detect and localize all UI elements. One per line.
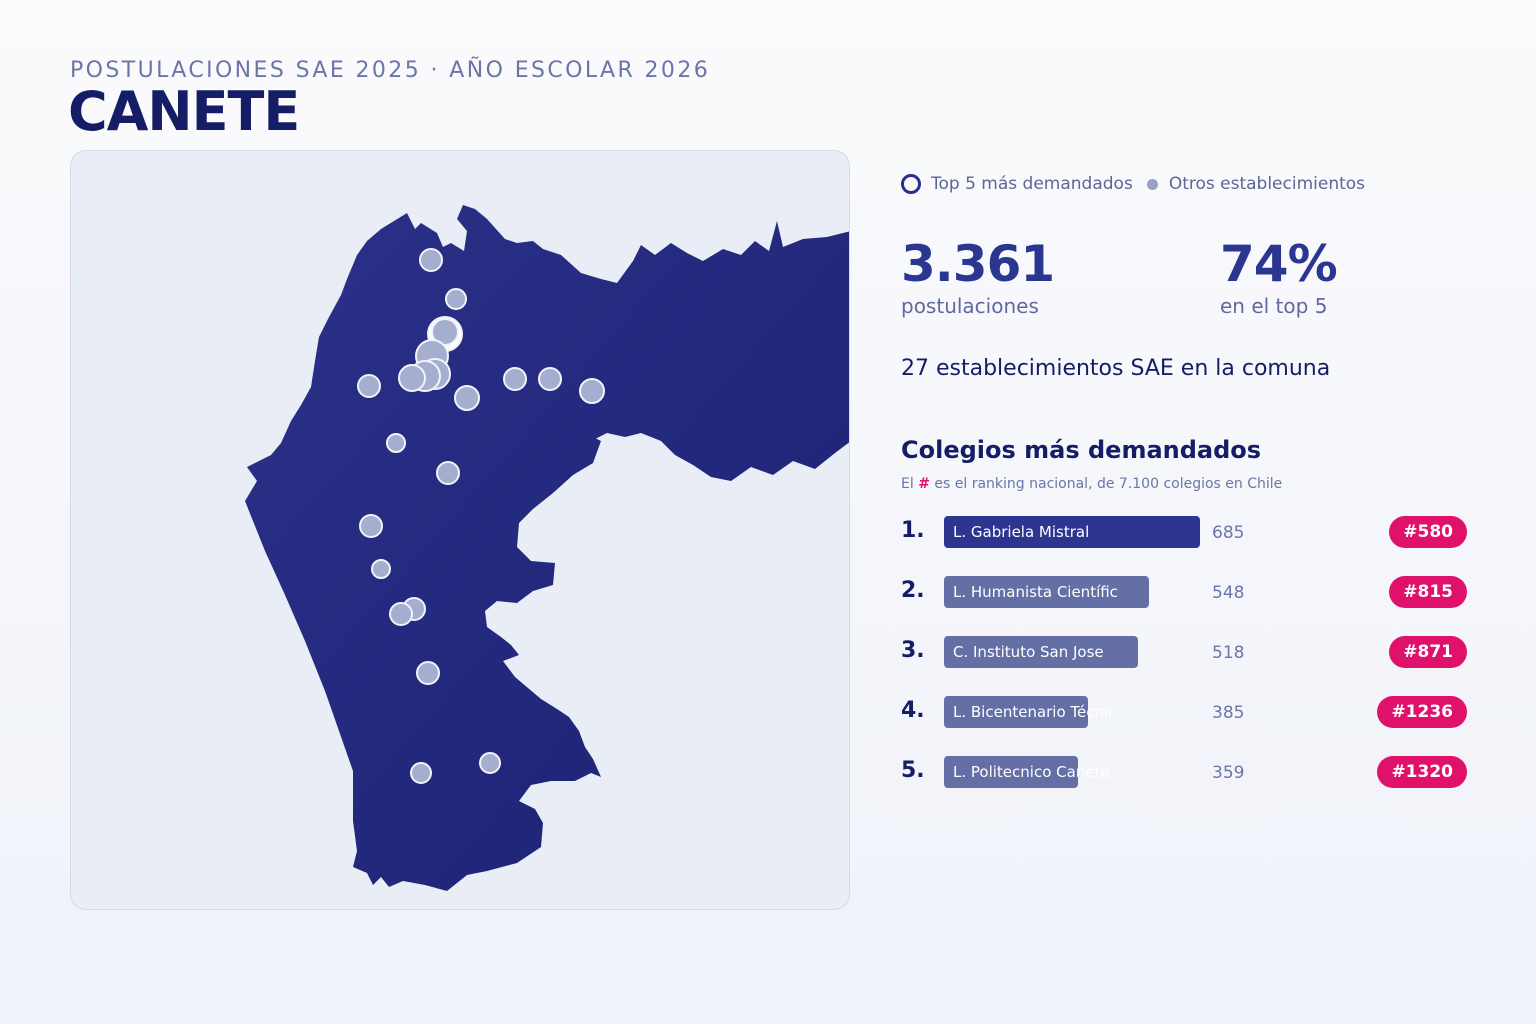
applications-stat: 3.361 postulaciones — [901, 235, 1055, 318]
school-marker[interactable] — [371, 559, 391, 579]
demand-bar: L. Politecnico Canete — [944, 756, 1110, 788]
application-count: 385 — [1212, 703, 1245, 723]
demand-bar: C. Instituto San Jose — [944, 636, 1138, 668]
school-marker[interactable] — [479, 752, 501, 774]
top5-share-value: 74% — [1220, 235, 1338, 293]
ranking-note-hash: # — [918, 476, 930, 492]
application-count: 359 — [1212, 763, 1245, 783]
ranking-row[interactable]: 3. C. Instituto San Jose 518 #871 — [901, 636, 1467, 670]
ranking-title: Colegios más demandados — [901, 436, 1262, 464]
top5-share-stat: 74% en el top 5 — [1220, 235, 1338, 318]
other-dot-icon — [1146, 178, 1158, 190]
commune-map — [245, 205, 849, 891]
school-marker[interactable] — [445, 288, 467, 310]
rank-number: 4. — [901, 698, 925, 723]
school-marker[interactable] — [431, 318, 459, 346]
ranking-note: El # es el ranking nacional, de 7.100 co… — [901, 476, 1282, 492]
application-count: 518 — [1212, 643, 1245, 663]
school-marker[interactable] — [410, 762, 432, 784]
top5-share-label: en el top 5 — [1220, 294, 1328, 318]
national-rank-badge: #815 — [1389, 576, 1467, 608]
ranking-row[interactable]: 5. L. Politecnico Canete 359 #1320 — [901, 756, 1467, 790]
legend-others-label: Otros establecimientos — [1168, 174, 1366, 194]
rank-number: 1. — [901, 518, 925, 543]
top5-ring-icon — [901, 174, 921, 194]
ranking-row[interactable]: 1. L. Gabriela Mistral 685 #580 — [901, 516, 1467, 550]
school-marker[interactable] — [454, 385, 480, 411]
school-marker[interactable] — [359, 514, 383, 538]
applications-label: postulaciones — [901, 294, 1039, 318]
map-legend: Top 5 más demandados Otros establecimien… — [901, 174, 1365, 194]
commune-title: CANETE — [68, 80, 300, 143]
school-marker[interactable] — [416, 661, 440, 685]
school-markers — [357, 248, 605, 784]
national-rank-badge: #1320 — [1377, 756, 1467, 788]
rank-number: 2. — [901, 578, 925, 603]
rank-number: 5. — [901, 758, 925, 783]
legend-top5-label: Top 5 más demandados — [931, 174, 1133, 194]
school-marker[interactable] — [389, 602, 413, 626]
demand-bar: L. Humanista Científic — [944, 576, 1149, 608]
school-name: L. Humanista Científic — [953, 583, 1118, 601]
application-count: 685 — [1212, 523, 1245, 543]
school-name: L. Gabriela Mistral — [953, 523, 1090, 541]
national-rank-badge: #580 — [1389, 516, 1467, 548]
application-count: 548 — [1212, 583, 1245, 603]
applications-value: 3.361 — [901, 235, 1055, 293]
ranking-note-suffix: es el ranking nacional, de 7.100 colegio… — [934, 476, 1283, 492]
school-name: C. Instituto San Jose — [953, 643, 1104, 661]
school-marker[interactable] — [579, 378, 605, 404]
school-marker[interactable] — [538, 367, 562, 391]
school-marker[interactable] — [386, 433, 406, 453]
school-marker[interactable] — [436, 461, 460, 485]
ranking-note-prefix: El — [901, 476, 914, 492]
national-rank-badge: #1236 — [1377, 696, 1467, 728]
school-name: L. Politecnico Canete — [953, 763, 1110, 781]
dashboard-subtitle: POSTULACIONES SAE 2025 · AÑO ESCOLAR 202… — [70, 58, 711, 83]
school-marker[interactable] — [398, 364, 426, 392]
map-panel — [70, 150, 850, 910]
rank-number: 3. — [901, 638, 925, 663]
national-rank-badge: #871 — [1389, 636, 1467, 668]
demand-bar: L. Bicentenario Técnic — [944, 696, 1116, 728]
ranking-row[interactable]: 4. L. Bicentenario Técnic 385 #1236 — [901, 696, 1467, 730]
school-marker[interactable] — [419, 248, 443, 272]
demand-bar: L. Gabriela Mistral — [944, 516, 1200, 548]
school-marker[interactable] — [503, 367, 527, 391]
commune-boundary — [245, 205, 849, 891]
ranking-row[interactable]: 2. L. Humanista Científic 548 #815 — [901, 576, 1467, 610]
school-name: L. Bicentenario Técnic — [953, 703, 1117, 721]
school-marker[interactable] — [357, 374, 381, 398]
schools-summary: 27 establecimientos SAE en la comuna — [901, 356, 1331, 381]
